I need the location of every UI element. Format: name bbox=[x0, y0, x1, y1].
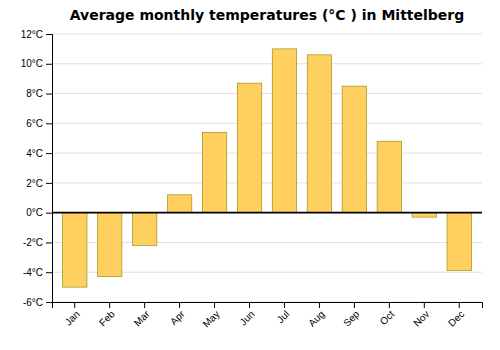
tick-mark bbox=[179, 302, 180, 308]
tick: -6°C bbox=[23, 297, 52, 308]
grid-line bbox=[52, 63, 482, 64]
tick-label: Sep bbox=[341, 308, 362, 329]
bar bbox=[447, 213, 471, 271]
bar bbox=[342, 86, 366, 213]
tick-label: Oct bbox=[378, 308, 397, 327]
title: Average monthly temperatures (°C ) in Mi… bbox=[70, 7, 465, 23]
bar bbox=[62, 213, 86, 287]
tick-mark bbox=[389, 302, 390, 308]
axis-line bbox=[46, 35, 53, 303]
tick-label: -4°C bbox=[23, 267, 43, 278]
tick-label: 4°C bbox=[26, 148, 43, 159]
x-axis: Jan Feb Mar Apr May Jun Jul Aug Sep Oct Nov Dec bbox=[53, 302, 483, 330]
tick-mark bbox=[46, 64, 52, 65]
plot-area: -6°C -4°C -2°C 0°C 2°C 4°C 6°C 8°C 10°C 12°C Jan Fe… bbox=[21, 29, 483, 330]
tick-label: Feb bbox=[97, 308, 117, 328]
bar bbox=[132, 213, 156, 246]
tick: 12°C bbox=[21, 29, 52, 40]
tick-mark bbox=[249, 302, 250, 308]
tick-mark bbox=[354, 302, 355, 308]
tick-label: 2°C bbox=[26, 178, 43, 189]
tick-mark bbox=[46, 94, 52, 95]
tick-label: 12°C bbox=[21, 29, 43, 40]
axis-line bbox=[53, 303, 483, 309]
grid-line bbox=[52, 93, 482, 94]
tick: Mar bbox=[132, 302, 152, 328]
tick: Feb bbox=[97, 302, 117, 328]
tick-mark bbox=[284, 302, 285, 308]
tick-label: 0°C bbox=[26, 207, 43, 218]
tick: -4°C bbox=[23, 267, 52, 278]
tick-mark bbox=[46, 123, 52, 124]
tick-label: Dec bbox=[446, 308, 466, 328]
tick: 10°C bbox=[21, 58, 52, 69]
bar bbox=[167, 195, 191, 213]
bars bbox=[62, 49, 471, 287]
tick-label: Jan bbox=[63, 308, 82, 327]
tick-mark bbox=[74, 302, 75, 308]
tick-label: Jun bbox=[237, 308, 256, 327]
chart: -6°C -4°C -2°C 0°C 2°C 4°C 6°C 8°C 10°C 12°C Jan Fe… bbox=[0, 0, 500, 350]
tick: Oct bbox=[378, 302, 397, 327]
tick-mark bbox=[46, 153, 52, 154]
tick-mark bbox=[46, 34, 52, 35]
bar bbox=[97, 213, 121, 277]
tick-label: Jul bbox=[275, 308, 292, 325]
tick: 6°C bbox=[26, 118, 52, 129]
tick-mark bbox=[46, 272, 52, 273]
grid-line bbox=[52, 182, 482, 183]
tick-mark bbox=[424, 302, 425, 308]
y-axis: -6°C -4°C -2°C 0°C 2°C 4°C 6°C 8°C 10°C 12°C bbox=[21, 29, 53, 308]
tick-mark bbox=[319, 302, 320, 308]
tick-mark bbox=[46, 242, 52, 243]
bar bbox=[272, 49, 296, 213]
tick: May bbox=[200, 302, 221, 330]
tick-label: Aug bbox=[306, 308, 326, 328]
tick-label: 6°C bbox=[26, 118, 43, 129]
tick-mark bbox=[46, 183, 52, 184]
grid bbox=[52, 34, 482, 302]
bar bbox=[307, 55, 331, 213]
tick: Aug bbox=[306, 302, 326, 329]
tick: 0°C bbox=[26, 207, 52, 218]
tick-mark bbox=[459, 302, 460, 308]
bar bbox=[237, 83, 261, 213]
tick-label: -2°C bbox=[23, 237, 43, 248]
tick-label: 8°C bbox=[26, 88, 43, 99]
tick: Nov bbox=[411, 302, 431, 329]
bar bbox=[202, 132, 226, 212]
tick-mark bbox=[144, 302, 145, 308]
tick: Dec bbox=[446, 302, 466, 329]
tick: 2°C bbox=[26, 178, 52, 189]
tick-label: Mar bbox=[132, 308, 152, 328]
tick-mark bbox=[109, 302, 110, 308]
tick-label: Nov bbox=[411, 308, 431, 328]
bar bbox=[377, 141, 401, 212]
tick: 4°C bbox=[26, 148, 52, 159]
tick-mark bbox=[46, 213, 52, 214]
tick-label: -6°C bbox=[23, 297, 43, 308]
zero-line bbox=[52, 212, 482, 214]
tick-label: Apr bbox=[168, 308, 187, 327]
tick-label: 10°C bbox=[21, 58, 43, 69]
tick-label: May bbox=[200, 308, 221, 329]
tick: Jun bbox=[237, 302, 256, 328]
tick: 8°C bbox=[26, 88, 52, 99]
tick-mark bbox=[214, 302, 215, 308]
tick: Jul bbox=[275, 302, 292, 325]
grid-line bbox=[52, 153, 482, 154]
grid-line bbox=[52, 123, 482, 124]
tick: -2°C bbox=[23, 237, 52, 248]
grid-line bbox=[52, 212, 482, 213]
tick: Apr bbox=[168, 302, 187, 327]
grid-line bbox=[52, 34, 482, 35]
tick: Sep bbox=[341, 302, 362, 329]
tick: Jan bbox=[63, 302, 82, 328]
tick-mark bbox=[46, 302, 52, 303]
